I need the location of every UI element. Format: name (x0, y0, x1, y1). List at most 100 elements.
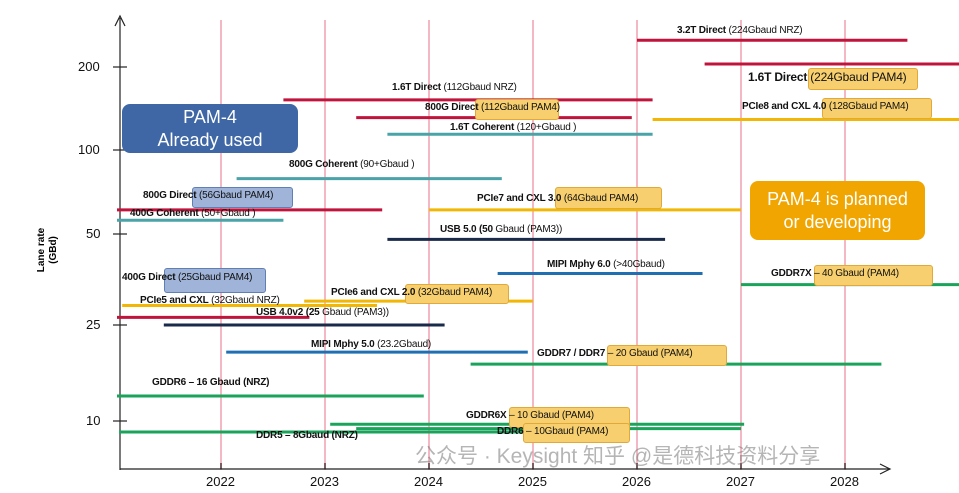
series-label-detail: (120+Gbaud ) (514, 122, 577, 133)
x-tick-label: 2026 (622, 474, 651, 489)
series-label-name: 1.6T Direct (392, 82, 441, 93)
label-highlight (808, 68, 918, 90)
series-label-name: GDDR7 / DDR7 (537, 348, 606, 359)
annotation-text: PAM-4 (183, 106, 237, 127)
y-tick-label: 50 (86, 226, 101, 241)
series-label-detail: Gbaud (PAM3)) (492, 224, 563, 235)
series-label-detail: (>40Gbaud) (610, 259, 665, 270)
series-label-name: PCIe7 and CXL 3.0 (477, 193, 562, 204)
series-label-name: 400G Coherent (130, 208, 199, 219)
series-label-name: GDDR7X (771, 268, 812, 279)
series-label: 800G Coherent (90+Gbaud ) (289, 159, 415, 171)
series-label: GDDR6X – 10 Gbaud (PAM4) (466, 410, 594, 422)
series-label: GDDR6 – 16 Gbaud (NRZ) (152, 377, 269, 389)
series-label-detail: – 20 Gbaud (PAM4) (605, 348, 693, 359)
watermark: 公众号 · Keysight 知乎 @是德科技资料分享 (415, 445, 821, 468)
series-label-name: MIPI Mphy 5.0 (311, 339, 375, 350)
series-label-name: 1.6T Direct (748, 70, 811, 84)
y-tick-label: 25 (86, 317, 101, 332)
series-label-name: USB 5.0 (50 (440, 224, 493, 235)
series-label-name: DDR6 (497, 426, 524, 437)
x-tick-label: 2023 (310, 474, 339, 489)
series-label: 800G Direct (112Gbaud PAM4) (425, 102, 560, 114)
series-label: 400G Coherent (50+Gbaud ) (130, 208, 256, 220)
series-label-detail: (32Gbaud NRZ) (208, 295, 280, 306)
label-highlight (192, 187, 293, 208)
series-label-name: DDR5 – 8Gbaud (NRZ) (256, 430, 358, 441)
series-label: USB 4.0v2 (25 Gbaud (PAM3)) (256, 307, 389, 319)
y-tick-label: 200 (78, 59, 100, 74)
label-highlight (555, 187, 662, 209)
y-axis-arrow (114, 14, 126, 27)
label-highlight (607, 345, 727, 366)
annotation-text: or developing (783, 211, 892, 232)
series-label: 400G Direct (25Gbaud PAM4) (122, 272, 252, 284)
annotation-box: PAM-4 Already used (122, 104, 298, 153)
series-label: MIPI Mphy 6.0 (>40Gbaud) (547, 259, 665, 271)
series-label-name: 800G Direct (425, 102, 479, 113)
series-label-detail: (50+Gbaud ) (198, 208, 256, 219)
series-label-detail: – 10 Gbaud (PAM4) (506, 410, 594, 421)
label-highlight (523, 423, 630, 443)
series-label: PCIe8 and CXL 4.0 (128Gbaud PAM4) (742, 101, 909, 113)
series-label: 3.2T Direct (224Gbaud NRZ) (677, 25, 803, 37)
series-label-name: 800G Coherent (289, 159, 358, 170)
series-label-detail: – 40 Gbaud (PAM4) (811, 268, 899, 279)
series-label: 1.6T Direct (112Gbaud NRZ) (392, 82, 517, 94)
series-label: MIPI Mphy 5.0 (23.2Gbaud) (311, 339, 431, 351)
series-label: DDR6 – 10Gbaud (PAM4) (497, 426, 608, 438)
series-label-detail: (128Gbaud PAM4) (826, 101, 909, 112)
series-label-detail: (112Gbaud NRZ) (440, 82, 517, 93)
series-label-detail: (56Gbaud PAM4) (196, 190, 274, 201)
series-label: 800G Direct (56Gbaud PAM4) (143, 190, 273, 202)
series-label-detail: (32Gbaud PAM4) (415, 287, 493, 298)
series-label-name: PCIe5 and CXL (140, 295, 209, 306)
x-axis-arrow (879, 463, 892, 475)
series-label-name: 800G Direct (143, 190, 197, 201)
series-label: GDDR7X – 40 Gbaud (PAM4) (771, 268, 899, 280)
series-label-name: GDDR6 – 16 Gbaud (NRZ) (152, 377, 270, 388)
series-label-name: 1.6T Coherent (450, 122, 515, 133)
x-tick-label: 2025 (518, 474, 547, 489)
series-label-detail: (64Gbaud PAM4) (561, 193, 639, 204)
x-tick-label: 2028 (830, 474, 859, 489)
series-label-detail: (224Gbaud NRZ) (725, 25, 803, 36)
series-label-name: MIPI Mphy 6.0 (547, 259, 611, 270)
annotation-box: PAM-4 is planned or developing (750, 181, 925, 240)
y-tick-label: 10 (86, 413, 101, 428)
y-axis-label: Lane rate (GBd) (36, 227, 59, 273)
x-tick-label: 2022 (206, 474, 235, 489)
series-label: PCIe5 and CXL (32Gbaud NRZ) (140, 295, 280, 307)
series-label-detail: (25Gbaud PAM4) (175, 272, 253, 283)
series-label: PCIe7 and CXL 3.0 (64Gbaud PAM4) (477, 193, 638, 205)
series-label-name: USB 4.0v2 (25 (256, 307, 320, 318)
series-label-name: GDDR6X (466, 410, 507, 421)
series-label: DDR5 – 8Gbaud (NRZ) (256, 430, 358, 442)
series-label-detail: (224Gbaud PAM4) (810, 70, 907, 84)
annotation-text: PAM-4 is planned (767, 188, 908, 209)
series-label: PCIe6 and CXL 2.0 (32Gbaud PAM4) (331, 287, 492, 299)
series-label-detail: Gbaud (PAM3)) (319, 307, 389, 318)
x-tick-label: 2024 (414, 474, 443, 489)
series-label: 1.6T Coherent (120+Gbaud ) (450, 122, 576, 134)
label-highlight (405, 284, 509, 304)
label-highlight (814, 265, 933, 286)
series-label-detail: – 10Gbaud (PAM4) (523, 426, 609, 437)
series-label-detail: (23.2Gbaud) (374, 339, 432, 350)
series-label-name: 3.2T Direct (677, 25, 726, 36)
x-tick-label: 2027 (726, 474, 755, 489)
label-highlight (475, 99, 559, 120)
series-label-name: PCIe6 and CXL 2.0 (331, 287, 416, 298)
series-label: 1.6T Direct (224Gbaud PAM4) (748, 70, 907, 84)
series-label-name: 400G Direct (122, 272, 176, 283)
label-highlight (822, 98, 932, 119)
series-label-detail: (90+Gbaud ) (357, 159, 415, 170)
series-label: USB 5.0 (50 Gbaud (PAM3)) (440, 224, 562, 236)
annotation-text: Already used (157, 129, 263, 150)
label-highlight (164, 268, 266, 293)
y-tick-label: 100 (78, 142, 100, 157)
series-label-name: PCIe8 and CXL 4.0 (742, 101, 827, 112)
series-label-detail: (112Gbaud PAM4) (478, 102, 560, 113)
